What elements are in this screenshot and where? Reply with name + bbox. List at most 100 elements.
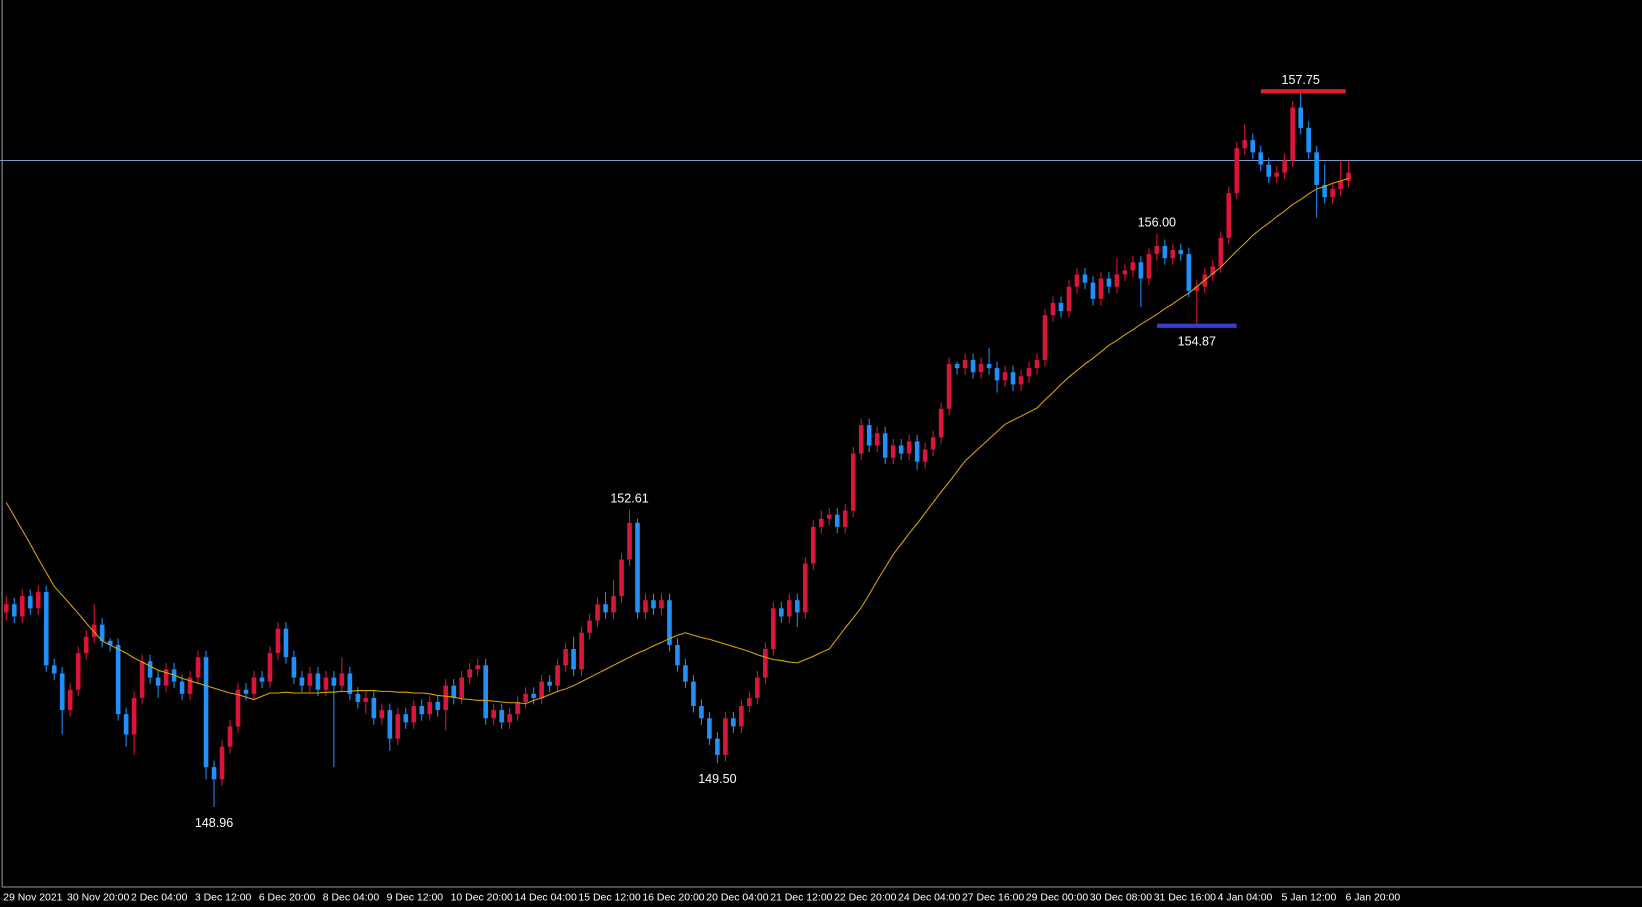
candle-body [723,718,728,755]
low-label: 154.87 [1178,335,1216,349]
candle-body [603,604,608,613]
candle-body [139,661,145,698]
candle-body [347,673,353,694]
candle-body [355,693,361,702]
candle-body [51,665,57,674]
candle-body [675,644,680,666]
candle-body [930,437,936,450]
candle-body [515,701,520,715]
candle-body [211,767,217,780]
x-tick-label: 31 Dec 16:00 [1154,893,1216,904]
candle-body [842,510,848,527]
candle-body [1090,282,1096,299]
candle-body [1010,372,1016,385]
candle-body [1018,376,1024,385]
x-tick-label: 4 Jan 04:00 [1218,893,1273,904]
candle-body [59,673,65,711]
candle-body [283,628,289,658]
candle-body [499,710,504,723]
candle-body [611,596,616,613]
x-tick-label: 20 Dec 04:00 [706,893,768,904]
candle-body [539,681,544,698]
candle-body [99,624,105,641]
candle-body [707,718,712,739]
candle-body [459,677,465,698]
candle-body [627,522,632,560]
candle-body [850,453,856,511]
candle-body [874,433,880,446]
candle-body [75,653,81,690]
candle-body [1034,359,1040,369]
candle-body [731,718,736,727]
candle-body [747,697,752,707]
candle-body [1266,164,1272,177]
candle-body [1322,184,1327,198]
candle-body [387,710,393,739]
candle-body [1250,140,1256,153]
candle-body [371,697,377,719]
candle-body [123,714,129,735]
candle-body [1282,160,1288,173]
candle-body [1050,302,1056,316]
candle-body [898,445,904,454]
candle-body [27,596,33,609]
candle-body [595,604,600,621]
candle-body [882,433,888,458]
candle-body [395,714,401,739]
candle-body [890,445,896,458]
x-tick-label: 29 Dec 00:00 [1026,893,1088,904]
candle-body [419,706,425,715]
candle-body [1218,237,1224,267]
x-tick-label: 30 Nov 20:00 [67,893,129,904]
low-label: 148.96 [195,816,233,830]
candle-body [659,600,664,609]
candle-body [683,665,688,682]
candle-body [986,364,992,369]
candle-body [667,600,672,645]
candle-body [787,600,792,617]
candle-body [802,563,808,613]
candle-body [1058,302,1064,312]
candle-body [635,522,640,613]
candle-body [938,408,944,438]
candle-body [1082,274,1088,283]
candle-body [779,608,784,617]
candle-body [35,592,41,609]
candle-body [195,657,201,678]
candle-body [834,514,840,527]
candle-body [1290,107,1295,161]
candle-body [435,701,441,711]
candle-body [363,697,369,702]
x-tick-label: 22 Dec 20:00 [834,893,896,904]
candle-body [43,592,49,666]
candle-body [1098,278,1104,299]
candle-body [1234,148,1240,194]
candle-body [771,608,776,650]
candle-body [739,706,744,727]
high-label: 157.75 [1281,73,1319,87]
candle-body [403,714,409,723]
candle-body [483,665,488,719]
candle-body [1074,274,1080,287]
candle-body [147,661,153,678]
candle-body [715,738,720,755]
candle-body [443,685,449,711]
candle-body [19,596,25,617]
candle-body [491,710,496,719]
candle-body [1258,152,1264,165]
candle-body [1314,152,1319,185]
candle-body [115,644,121,715]
x-tick-label: 6 Jan 20:00 [1345,893,1400,904]
x-tick-label: 16 Dec 20:00 [642,893,704,904]
candle-body [315,673,321,690]
candle-body [826,514,832,519]
candle-body [571,649,576,670]
candle-body [1146,254,1152,279]
x-tick-label: 2 Dec 04:00 [131,893,188,904]
candle-body [755,677,760,698]
candle-body [547,681,552,686]
candle-body [331,677,337,686]
x-tick-label: 8 Dec 04:00 [323,893,380,904]
candle-body [1186,254,1192,291]
